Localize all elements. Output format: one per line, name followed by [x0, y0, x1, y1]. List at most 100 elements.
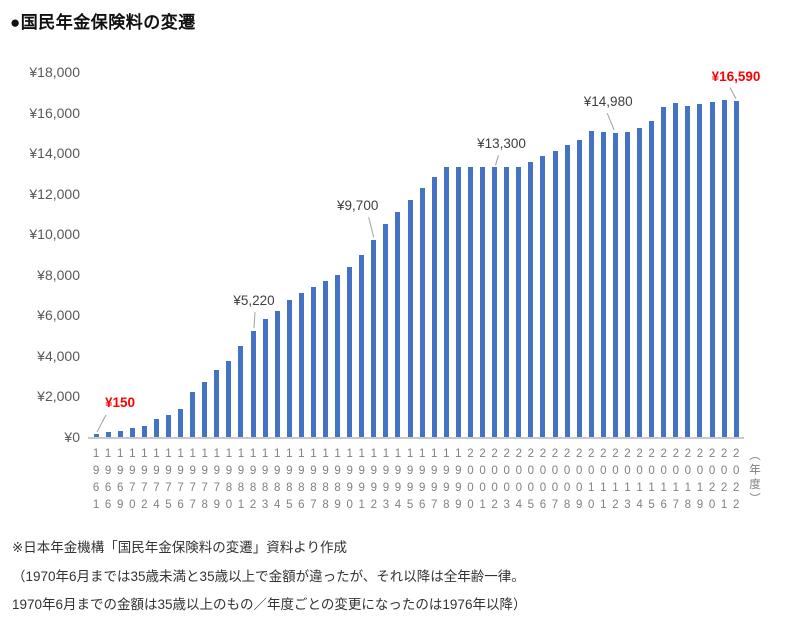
- bar-1976: [178, 408, 184, 437]
- bar-slot-1970: [126, 72, 138, 437]
- annotation-2022: ¥16,590: [711, 68, 761, 84]
- bar-1989: [335, 274, 341, 437]
- bar-slot-1988: [319, 72, 331, 437]
- y-tick-label: ¥0: [64, 429, 80, 445]
- bar-slot-1985: [283, 72, 295, 437]
- bar-1978: [202, 381, 208, 437]
- y-tick-label: ¥18,000: [29, 64, 80, 80]
- bar-1988: [323, 280, 329, 437]
- bar-2022: [733, 100, 739, 437]
- bar-slot-2016: [658, 72, 670, 437]
- annotation-1982: ¥5,220: [233, 293, 275, 309]
- bar-2007: [552, 151, 558, 437]
- bar-slot-2017: [670, 72, 682, 437]
- bar-1991: [359, 254, 365, 437]
- bar-1999: [455, 167, 461, 437]
- bar-1998: [443, 167, 449, 437]
- bar-2018: [685, 105, 691, 437]
- bar-slot-1996: [416, 72, 428, 437]
- bar-slot-1993: [380, 72, 392, 437]
- y-tick-label: ¥6,000: [37, 307, 80, 324]
- bar-slot-1983: [259, 72, 271, 437]
- annotation-2012: ¥14,980: [583, 94, 633, 110]
- bar-slot-1969: [114, 72, 126, 437]
- bar-slot-2008: [561, 72, 573, 437]
- bar-1969: [117, 430, 123, 437]
- bar-2015: [649, 120, 655, 437]
- bar-slot-2004: [513, 72, 525, 437]
- bar-slot-1994: [392, 72, 404, 437]
- y-tick-label: ¥12,000: [29, 185, 80, 202]
- bar-slot-2020: [706, 72, 718, 437]
- bar-2017: [673, 102, 679, 437]
- bar-slot-1986: [295, 72, 307, 437]
- bar-slot-2013: [621, 72, 633, 437]
- bar-1995: [407, 199, 413, 437]
- bar-1996: [419, 187, 425, 437]
- bar-2003: [504, 167, 510, 437]
- bar-2004: [516, 167, 522, 437]
- bar-slot-1995: [404, 72, 416, 437]
- bar-1966: [105, 431, 111, 437]
- bar-slot-1987: [307, 72, 319, 437]
- annotation-1961: ¥150: [104, 395, 136, 410]
- bar-1992: [371, 240, 377, 437]
- bar-slot-1990: [344, 72, 356, 437]
- bar-1985: [286, 300, 292, 437]
- bar-1981: [238, 345, 244, 437]
- annotation-2002: ¥13,300: [477, 136, 526, 152]
- bar-1961: [93, 434, 99, 437]
- bar-slot-2014: [634, 72, 646, 437]
- bar-slot-1981: [235, 72, 247, 437]
- source-note-line-3: 1970年6月までの金額は35歳以上のもの／年度ごとの変更になったのは1976年…: [12, 597, 527, 612]
- bar-2001: [480, 167, 486, 437]
- source-note-line-1: ※日本年金機構「国民年金保険料の変遷」資料より作成: [12, 540, 348, 555]
- bar-2016: [661, 107, 667, 437]
- bar-2006: [540, 155, 546, 437]
- bar-slot-1997: [428, 72, 440, 437]
- bar-1970: [129, 427, 135, 437]
- bar-slot-1976: [175, 72, 187, 437]
- bar-1990: [347, 266, 353, 437]
- bar-slot-1989: [332, 72, 344, 437]
- source-note: ※日本年金機構「国民年金保険料の変遷」資料より作成 （1970年6月までは35歳…: [12, 534, 526, 620]
- bar-slot-1999: [452, 72, 464, 437]
- annotation-1992: ¥9,700: [337, 198, 379, 214]
- bar-1975: [166, 414, 171, 437]
- bar-slot-1966: [102, 72, 114, 437]
- bar-slot-2011: [597, 72, 609, 437]
- bar-slot-2015: [646, 72, 658, 437]
- bar-1994: [395, 211, 401, 437]
- bar-1997: [431, 177, 437, 437]
- bar-slot-2001: [477, 72, 489, 437]
- bar-slot-1972: [138, 72, 150, 437]
- bar-2005: [528, 161, 534, 437]
- bar-slot-2003: [501, 72, 513, 437]
